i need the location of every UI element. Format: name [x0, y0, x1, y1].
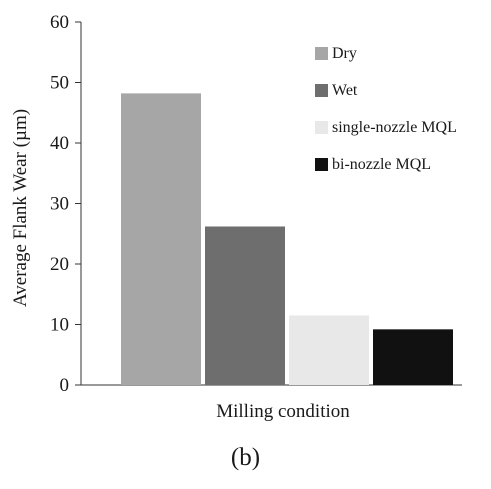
y-axis: 0 10 20 30 40 50 60	[50, 12, 462, 396]
legend-swatch	[315, 84, 328, 97]
figure-caption: (b)	[230, 444, 261, 471]
legend-label: bi-nozzle MQL	[332, 156, 431, 173]
y-tick-label: 0	[60, 375, 70, 396]
bars	[121, 93, 453, 385]
legend: Dry Wet single-nozzle MQL bi-nozzle MQL	[315, 45, 457, 173]
y-axis-label: Average Flank Wear (µm)	[10, 109, 31, 307]
y-tick-label: 60	[50, 12, 69, 33]
x-axis-label: Milling condition	[216, 401, 350, 422]
legend-label: Dry	[332, 45, 357, 62]
bar-single-nozzle-mql	[289, 315, 369, 385]
y-tick-label: 50	[50, 73, 69, 94]
legend-swatch	[315, 158, 328, 171]
bar-wet	[205, 226, 285, 385]
y-tick-label: 20	[50, 254, 69, 275]
y-tick-label: 40	[50, 133, 69, 154]
legend-label: single-nozzle MQL	[332, 119, 457, 136]
bar-dry	[121, 93, 201, 385]
bar-bi-nozzle-mql	[373, 329, 453, 385]
y-tick-label: 10	[50, 315, 69, 336]
y-tick-label: 30	[50, 194, 69, 215]
legend-swatch	[315, 121, 328, 134]
legend-swatch	[315, 47, 328, 60]
legend-label: Wet	[332, 82, 358, 99]
